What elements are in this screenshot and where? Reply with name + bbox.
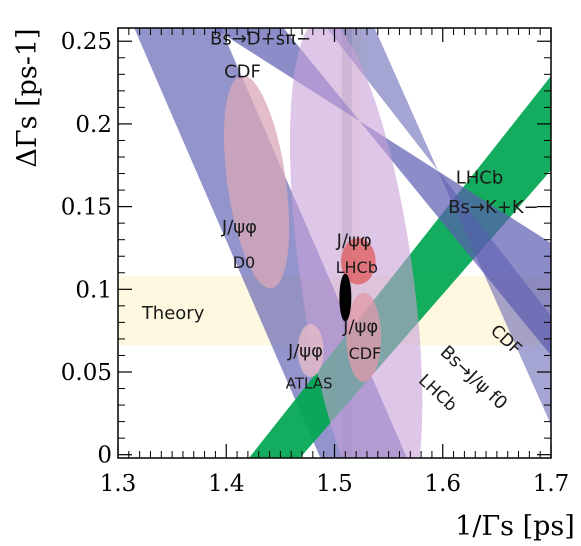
y-tick-label: 0 <box>97 443 112 469</box>
x-tick-label: 1.3 <box>100 471 137 497</box>
y-tick-label: 0.2 <box>75 112 112 138</box>
x-tick-label: 1.5 <box>316 471 353 497</box>
lbl-lhcb-mode: J/ψφ <box>336 230 372 251</box>
plot-area <box>118 28 551 458</box>
lbl-lhcb-kk: LHCb <box>456 167 504 188</box>
lbl-atlas: ATLAS <box>286 375 333 393</box>
ellipse-jpsiphi_d0 <box>223 75 290 289</box>
lbl-dspi-exp: CDF <box>224 62 261 83</box>
y-tick-label: 0.05 <box>61 360 112 386</box>
ellipse-jpsiphi_atlas <box>297 324 324 377</box>
ellipse-combined <box>339 273 352 322</box>
ellipse-jpsiphi_cdf <box>346 292 382 382</box>
lbl-kk: Bs→K+K− <box>448 197 539 218</box>
lbl-d0-mode: J/ψφ <box>221 217 257 238</box>
y-axis-label: ΔΓs [ps-1] <box>12 28 43 167</box>
lbl-atlas-mode: J/ψφ <box>287 341 323 362</box>
x-tick-label: 1.4 <box>208 471 245 497</box>
lbl-d0: D0 <box>233 253 256 272</box>
lbl-theory: Theory <box>141 303 205 324</box>
x-axis-label: 1/Γs [ps] <box>455 511 575 542</box>
lbl-cdf: CDF <box>349 344 382 363</box>
y-tick-label: 0.1 <box>75 277 112 303</box>
lbl-dspi: Bs→D+sπ− <box>210 29 311 50</box>
lbl-cdf-mode: J/ψφ <box>342 316 378 337</box>
y-tick-label: 0.25 <box>61 29 112 55</box>
axes: 1.3 1.4 1.5 1.6 1.7 0 0.05 0.1 0.15 0.2 0.25 <box>61 28 570 497</box>
ellipse-jpsiphi_lhcb <box>340 238 376 285</box>
y-tick-label: 0.15 <box>61 195 112 221</box>
x-tick-label: 1.7 <box>533 471 570 497</box>
x-tick-label: 1.6 <box>424 471 461 497</box>
lbl-lhcb: LHCb <box>336 258 378 277</box>
